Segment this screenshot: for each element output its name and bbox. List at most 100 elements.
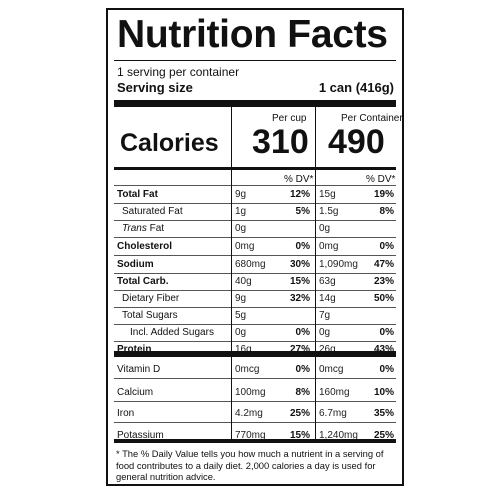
- nutrient-label: Sodium: [117, 259, 154, 270]
- amount-per-container: 160mg: [319, 387, 350, 398]
- nutrient-label: Total Carb.: [117, 276, 169, 287]
- dv-per-container: 10%: [373, 387, 394, 398]
- dv-per-container: 8%: [379, 206, 394, 217]
- nutrient-label: Potassium: [117, 430, 164, 441]
- amount-per-cup: 0mcg: [235, 364, 260, 375]
- amount-per-container: 1,090mg: [319, 259, 358, 270]
- servings-per-container: 1 serving per container: [117, 65, 240, 79]
- amount-per-container: 6.7mg: [319, 408, 347, 419]
- dv-per-cup: 30%: [289, 259, 310, 270]
- dv-header-2: % DV*: [366, 174, 396, 185]
- nutrient-label: Cholesterol: [117, 241, 173, 252]
- dv-per-cup: 32%: [289, 293, 310, 304]
- amount-per-container: 63g: [319, 276, 336, 287]
- dv-per-cup: 0%: [295, 241, 310, 252]
- thick-rule-bottom: [114, 439, 396, 443]
- nutrient-label: Total Sugars: [122, 310, 178, 321]
- dv-per-container: 35%: [373, 408, 394, 419]
- col-header-per-container: Per Container: [341, 113, 403, 124]
- serving-size-label: Serving size: [117, 80, 193, 95]
- row-divider: [114, 185, 396, 186]
- dv-per-container: 43%: [373, 344, 394, 355]
- col-divider-2-top: [315, 107, 316, 168]
- dv-per-cup: 27%: [289, 344, 310, 355]
- amount-per-container: 15g: [319, 189, 336, 200]
- amount-per-cup: 16g: [235, 344, 252, 355]
- amount-per-cup: 9g: [235, 189, 247, 200]
- dv-per-cup: 15%: [289, 430, 310, 441]
- amount-per-container: 1.5g: [319, 206, 339, 217]
- calories-label: Calories: [120, 129, 219, 157]
- dv-per-container: 0%: [379, 241, 394, 252]
- nutrient-label: Iron: [117, 408, 135, 419]
- dv-per-container: 0%: [379, 327, 394, 338]
- calories-per-cup: 310: [252, 123, 309, 161]
- col-divider-2: [315, 170, 316, 440]
- amount-per-container: 0g: [319, 223, 331, 234]
- amount-per-container: 0mcg: [319, 364, 344, 375]
- dv-header-1: % DV*: [284, 174, 314, 185]
- nutrient-label: Saturated Fat: [122, 206, 183, 217]
- nutrient-label: Dietary Fiber: [122, 293, 180, 304]
- amount-per-container: 14g: [319, 293, 336, 304]
- amount-per-cup: 770mg: [235, 430, 266, 441]
- amount-per-cup: 1g: [235, 206, 247, 217]
- serving-size-value: 1 can (416g): [318, 80, 394, 95]
- row-divider: [114, 422, 396, 423]
- amount-per-container: 7g: [319, 310, 331, 321]
- amount-per-container: 1,240mg: [319, 430, 358, 441]
- row-divider: [114, 237, 396, 238]
- dv-per-cup: 8%: [295, 387, 310, 398]
- nutrient-label: Protein: [117, 344, 152, 355]
- label-title: Nutrition Facts: [117, 13, 388, 56]
- dv-per-cup: 25%: [289, 408, 310, 419]
- dv-per-cup: 0%: [295, 327, 310, 338]
- row-divider: [114, 273, 396, 274]
- dv-per-container: 50%: [373, 293, 394, 304]
- dv-per-container: 25%: [373, 430, 394, 441]
- row-divider: [114, 203, 396, 204]
- amount-per-cup: 0mg: [235, 241, 255, 252]
- amount-per-cup: 9g: [235, 293, 247, 304]
- dv-per-container: 19%: [373, 189, 394, 200]
- row-divider: [114, 341, 396, 342]
- row-divider: [114, 255, 396, 256]
- title-rule: [114, 60, 396, 61]
- dv-per-cup: 15%: [289, 276, 310, 287]
- thick-rule-top: [114, 100, 396, 107]
- amount-per-container: 0mg: [319, 241, 339, 252]
- amount-per-cup: 5g: [235, 310, 247, 321]
- dv-per-container: 47%: [373, 259, 394, 270]
- amount-per-container: 0g: [319, 327, 331, 338]
- row-divider: [114, 307, 396, 308]
- row-divider: [114, 290, 396, 291]
- col-divider-1: [231, 170, 232, 440]
- row-divider: [114, 378, 396, 379]
- calories-per-container: 490: [328, 123, 385, 161]
- nutrient-label: Vitamin D: [117, 364, 161, 375]
- dv-per-cup: 12%: [289, 189, 310, 200]
- nutrient-label: Trans Fat: [122, 223, 165, 234]
- nutrient-label: Total Fat: [117, 189, 158, 200]
- nutrient-label: Calcium: [117, 387, 154, 398]
- col-header-per-cup: Per cup: [272, 113, 307, 124]
- thick-rule-protein: [114, 351, 396, 357]
- amount-per-cup: 4.2mg: [235, 408, 263, 419]
- row-divider: [114, 220, 396, 221]
- dv-per-cup: 0%: [295, 364, 310, 375]
- dv-per-cup: 5%: [295, 206, 310, 217]
- nutrition-label: Nutrition Facts 1 serving per container …: [106, 8, 404, 486]
- col-divider-1-top: [231, 107, 232, 168]
- footnote: * The % Daily Value tells you how much a…: [116, 448, 384, 482]
- amount-per-cup: 100mg: [235, 387, 266, 398]
- nutrient-label: Incl. Added Sugars: [130, 327, 214, 338]
- amount-per-cup: 40g: [235, 276, 252, 287]
- amount-per-cup: 680mg: [235, 259, 266, 270]
- dv-per-container: 0%: [379, 364, 394, 375]
- dv-per-container: 23%: [373, 276, 394, 287]
- amount-per-cup: 0g: [235, 327, 247, 338]
- row-divider: [114, 324, 396, 325]
- amount-per-cup: 0g: [235, 223, 247, 234]
- amount-per-container: 26g: [319, 344, 336, 355]
- row-divider: [114, 401, 396, 402]
